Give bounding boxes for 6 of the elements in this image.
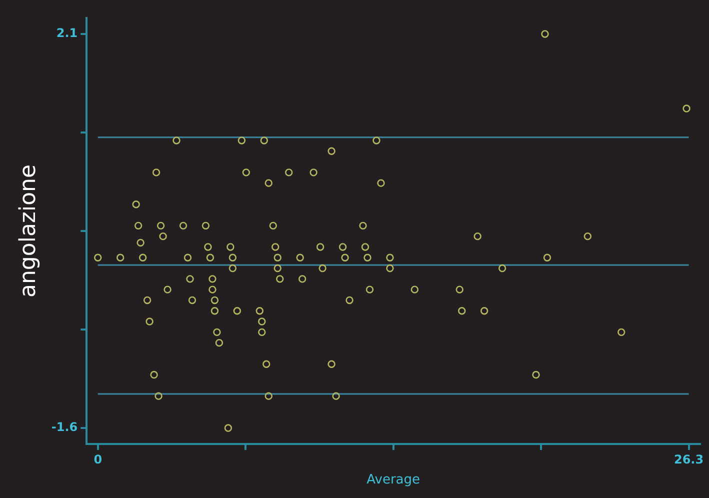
x-tick-label: 26.3 <box>674 452 704 466</box>
y-axis-title: angolazione <box>16 164 41 298</box>
y-tick-label: -1.6 <box>51 420 78 434</box>
x-tick-label: 0 <box>94 452 102 466</box>
y-tick-label: 2.1 <box>56 26 78 40</box>
x-axis-title: Average <box>366 472 420 488</box>
